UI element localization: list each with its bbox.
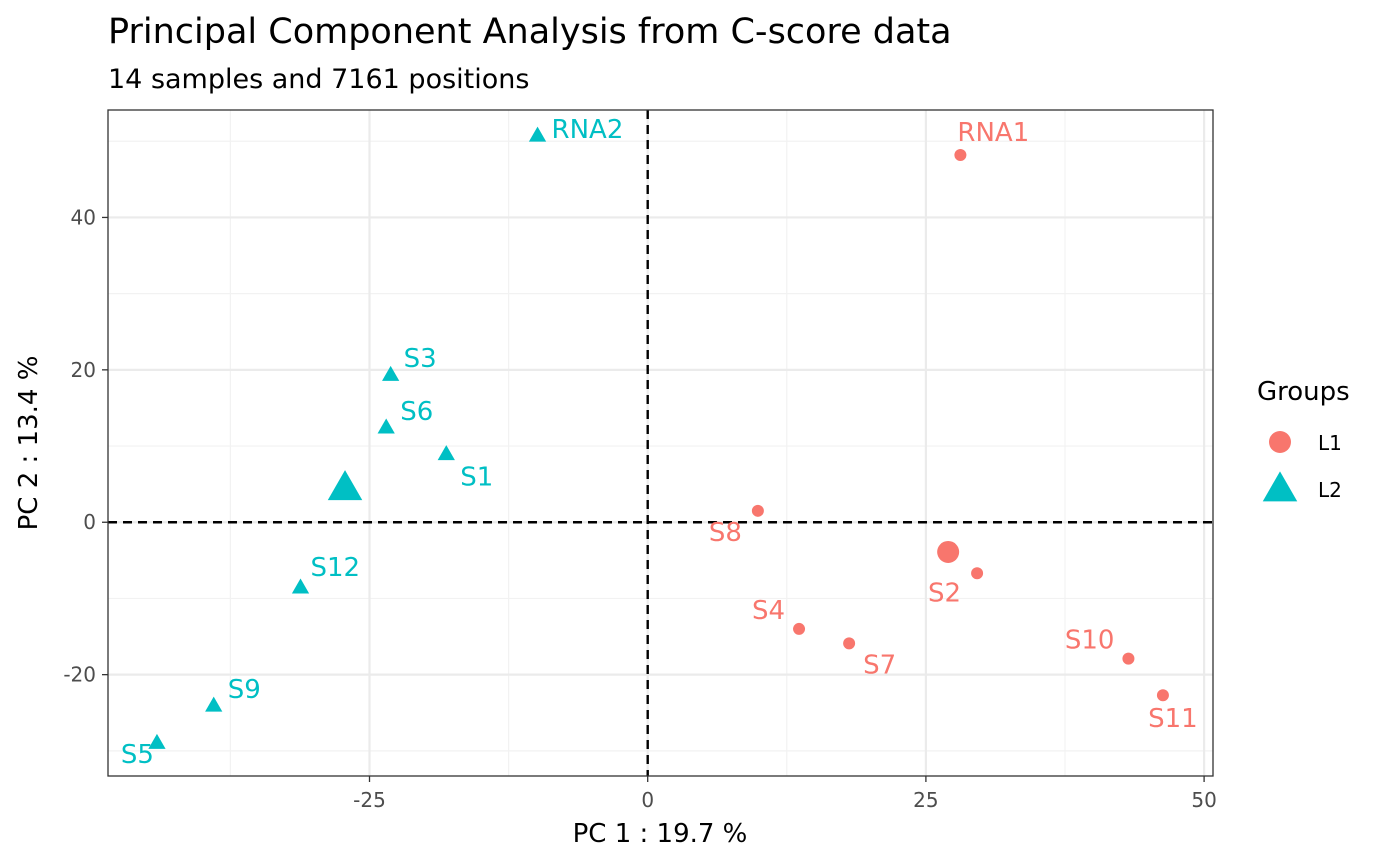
y-tick-label: 40 bbox=[71, 205, 96, 229]
point-s4 bbox=[793, 622, 806, 635]
legend-key-l1 bbox=[1269, 431, 1291, 453]
point-label-s1: S1 bbox=[460, 462, 493, 492]
point-label-s9: S9 bbox=[228, 675, 261, 705]
legend-label-l2: L2 bbox=[1318, 478, 1342, 502]
y-axis-ticks: -20 0 20 40 bbox=[63, 205, 108, 687]
point-s2 bbox=[971, 567, 984, 580]
point-label-s3: S3 bbox=[404, 344, 437, 374]
centroid-l2 bbox=[327, 470, 363, 501]
point-s9 bbox=[205, 696, 223, 712]
x-tick-label: 0 bbox=[641, 788, 654, 812]
reference-lines bbox=[108, 110, 1213, 776]
x-tick-label: -25 bbox=[353, 788, 386, 812]
point-labels: RNA1 S8 S2 S4 S7 S10 S11 RNA2 S3 S6 S1 S12 S9 S5 bbox=[121, 115, 1198, 770]
point-s6 bbox=[377, 418, 395, 434]
point-label-s2: S2 bbox=[928, 578, 961, 608]
point-s8 bbox=[751, 504, 764, 517]
x-tick-label: 25 bbox=[913, 788, 938, 812]
plot-panel: RNA1 S8 S2 S4 S7 S10 S11 RNA2 S3 S6 S1 S12 S9 S5 bbox=[107, 109, 1214, 777]
point-s3 bbox=[382, 365, 400, 381]
x-axis-ticks: -25 0 25 50 bbox=[353, 776, 1217, 812]
point-label-s7: S7 bbox=[863, 650, 896, 680]
point-label-rna1: RNA1 bbox=[957, 118, 1029, 148]
legend-key-l2 bbox=[1262, 471, 1298, 502]
point-s10 bbox=[1122, 652, 1135, 665]
plot-background bbox=[108, 110, 1213, 776]
plot-border bbox=[107, 109, 1214, 777]
point-s1 bbox=[437, 445, 455, 461]
point-label-s6: S6 bbox=[400, 397, 433, 427]
point-label-s8: S8 bbox=[709, 518, 742, 548]
chart-title: Principal Component Analysis from C-scor… bbox=[108, 12, 952, 52]
point-rna2 bbox=[528, 126, 547, 142]
point-label-s10: S10 bbox=[1065, 626, 1115, 656]
y-axis-title: PC 2 : 13.4 % bbox=[14, 356, 44, 531]
point-s7 bbox=[843, 637, 856, 650]
legend-title: Groups bbox=[1257, 377, 1350, 407]
point-label-s4: S4 bbox=[752, 596, 785, 626]
point-label-s5: S5 bbox=[121, 740, 154, 770]
point-label-s11: S11 bbox=[1148, 704, 1198, 734]
y-tick-label: 20 bbox=[71, 358, 96, 382]
point-label-s12: S12 bbox=[311, 553, 361, 583]
y-tick-label: -20 bbox=[63, 663, 96, 687]
point-s12 bbox=[291, 578, 310, 594]
y-tick-label: 0 bbox=[83, 510, 96, 534]
x-axis-title: PC 1 : 19.7 % bbox=[573, 819, 748, 849]
point-label-rna2: RNA2 bbox=[552, 115, 624, 145]
x-tick-label: 50 bbox=[1191, 788, 1216, 812]
legend: Groups L1 L2 bbox=[1257, 377, 1350, 502]
chart-subtitle: 14 samples and 7161 positions bbox=[108, 64, 529, 95]
legend-keys bbox=[1262, 431, 1298, 502]
legend-label-l1: L1 bbox=[1318, 431, 1342, 455]
point-s5 bbox=[148, 733, 166, 749]
centroid-l1 bbox=[937, 540, 960, 563]
point-s11 bbox=[1156, 689, 1169, 702]
data-points bbox=[148, 126, 1169, 749]
point-rna1 bbox=[954, 148, 967, 161]
